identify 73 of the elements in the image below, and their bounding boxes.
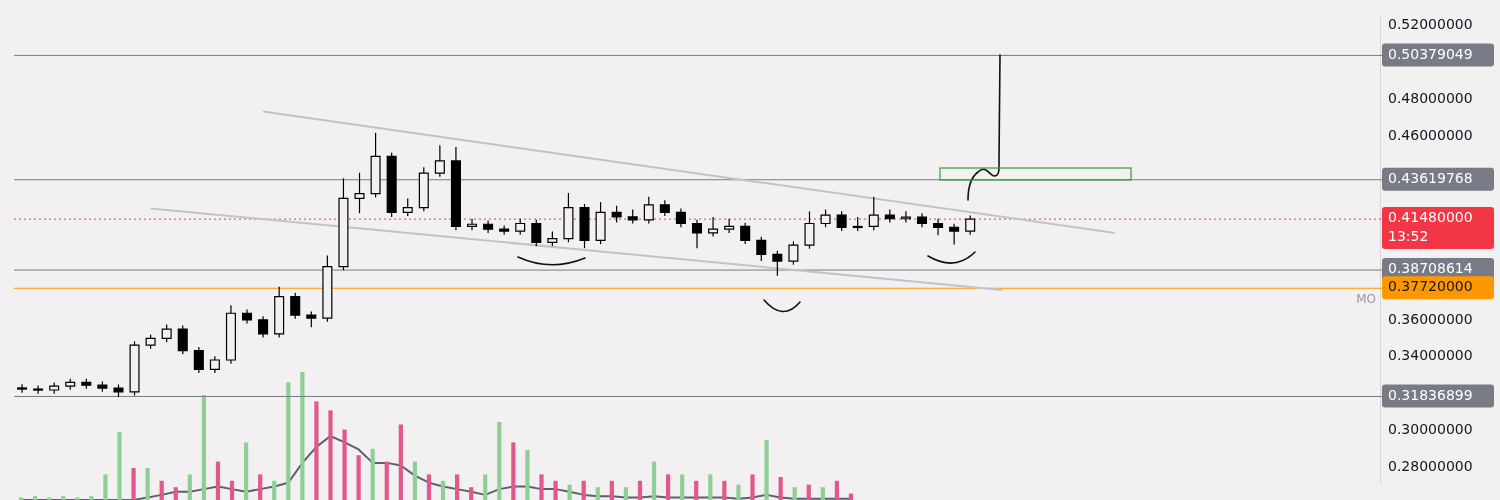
bar xyxy=(426,474,432,500)
y-tick-label: 0.28000000 xyxy=(1388,457,1473,474)
bar xyxy=(356,455,361,500)
bar xyxy=(314,401,319,500)
bar xyxy=(258,474,263,500)
bar xyxy=(694,480,699,500)
bar xyxy=(736,484,741,500)
bar xyxy=(32,496,38,500)
bar xyxy=(511,442,516,500)
y-tick-label: 0.36000000 xyxy=(1388,310,1473,327)
bar xyxy=(215,461,221,500)
bar xyxy=(201,395,207,500)
bar xyxy=(384,461,389,500)
bar xyxy=(454,474,460,500)
bar xyxy=(89,496,94,500)
bar xyxy=(398,424,403,500)
bar xyxy=(680,474,685,500)
ref-line-label: 0.38708614 xyxy=(1388,260,1473,277)
bar xyxy=(117,432,122,500)
ref-line-label: 0.43619768 xyxy=(1388,169,1473,186)
ref-line-label: 0.37720000 xyxy=(1388,278,1473,295)
bar xyxy=(834,480,840,500)
bar xyxy=(581,480,586,500)
bar xyxy=(651,461,657,500)
bar xyxy=(159,480,164,500)
bar xyxy=(103,474,108,500)
bar xyxy=(820,487,825,500)
ref-line-label: 0.50379049 xyxy=(1388,45,1473,62)
y-tick-label: 0.46000000 xyxy=(1388,126,1473,143)
bar xyxy=(440,480,446,500)
bar xyxy=(187,474,192,500)
bar xyxy=(342,429,347,500)
bar xyxy=(553,480,558,500)
bar xyxy=(525,450,530,500)
ref-line-label: 0.41480000 13:52 xyxy=(1388,209,1473,245)
bar xyxy=(792,487,797,500)
y-tick-label: 0.48000000 xyxy=(1388,89,1473,106)
bar xyxy=(665,474,671,500)
ref-line-label: 0.31836899 xyxy=(1388,386,1473,403)
bar xyxy=(708,474,713,500)
bar xyxy=(722,480,727,500)
bar xyxy=(778,476,783,500)
bar xyxy=(145,468,150,500)
bar xyxy=(623,487,629,500)
bar xyxy=(637,480,643,500)
bar xyxy=(243,442,249,500)
bar xyxy=(764,439,769,500)
bar xyxy=(497,421,502,500)
bar xyxy=(412,461,418,500)
bar xyxy=(61,496,66,500)
y-tick-label: 0.30000000 xyxy=(1388,420,1473,437)
bar xyxy=(18,497,24,500)
bar xyxy=(806,484,811,500)
bar xyxy=(595,487,600,500)
bar xyxy=(370,448,375,500)
bar xyxy=(131,468,136,500)
bar xyxy=(469,487,474,500)
bar xyxy=(229,480,235,500)
bar xyxy=(328,410,333,500)
bar xyxy=(609,480,614,500)
bar xyxy=(75,497,80,500)
bar xyxy=(300,372,305,500)
bar xyxy=(272,480,277,500)
bar xyxy=(47,497,52,500)
bar xyxy=(286,382,291,500)
bar xyxy=(539,474,544,500)
y-tick-label: 0.34000000 xyxy=(1388,347,1473,364)
y-tick-label: 0.52000000 xyxy=(1388,16,1473,33)
annotation: MO xyxy=(1356,292,1376,307)
bar xyxy=(567,484,572,500)
bar xyxy=(750,474,755,500)
bar xyxy=(483,474,488,500)
bar xyxy=(173,487,178,500)
